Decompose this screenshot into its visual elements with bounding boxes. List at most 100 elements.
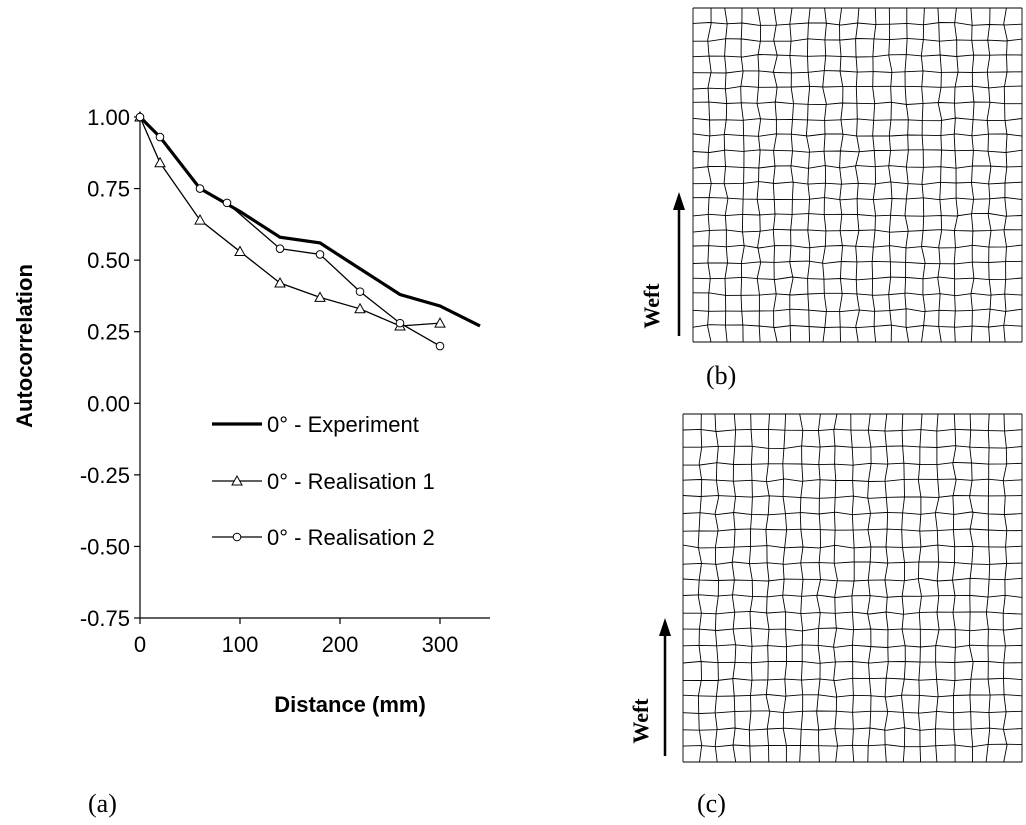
warp-line: [740, 7, 745, 343]
weft-line: [682, 677, 1023, 682]
weft-line: [692, 70, 1023, 74]
weft-line: [692, 228, 1023, 233]
warp-line: [1003, 7, 1008, 343]
legend-label: 0° - Experiment: [267, 412, 419, 437]
weft-line: [682, 561, 1023, 565]
weft-line: [692, 244, 1023, 249]
weft-line: [692, 149, 1023, 153]
warp-line: [816, 413, 821, 763]
warp-line: [731, 413, 737, 763]
warp-line: [765, 413, 771, 763]
weft-line: [682, 660, 1023, 664]
data-point: [222, 198, 232, 208]
weft-line: [682, 644, 1023, 648]
warp-line: [748, 413, 754, 763]
warp-line: [904, 8, 910, 343]
warp-line: [1002, 413, 1008, 763]
data-point: [135, 112, 145, 122]
legend-item: 0° - Realisation 2: [212, 525, 435, 550]
panel-label-a: (a): [88, 789, 117, 818]
warp-line: [888, 7, 893, 343]
weft-line: [692, 324, 1023, 329]
fabric-grid-c: [682, 413, 1023, 763]
weft-line: [692, 276, 1023, 281]
weft-line: [693, 37, 1023, 42]
weft-line: [682, 528, 1023, 532]
warp-line: [822, 7, 827, 343]
data-point: [274, 277, 286, 288]
series-3: [135, 112, 445, 351]
y-tick-label: 0.50: [87, 248, 130, 273]
legend-marker: [231, 474, 243, 486]
warp-line: [884, 413, 889, 763]
warp-line: [855, 7, 860, 343]
weft-line: [682, 495, 1023, 499]
autocorrelation-chart: 1.00 0.75 0.50 0.25 0.00 -0.25 -0.50 -0.75 0 100…: [12, 105, 490, 717]
data-point: [354, 302, 366, 314]
data-point: [314, 291, 326, 302]
data-point: [395, 318, 405, 328]
weft-label-b: Weft: [639, 283, 664, 329]
legend-item: 0° - Experiment: [212, 412, 419, 437]
weft-line: [692, 260, 1023, 265]
warp-line: [986, 7, 992, 343]
legend-label: 0° - Realisation 1: [267, 469, 435, 494]
weft-line: [682, 743, 1023, 748]
weft-line: [682, 577, 1023, 582]
weft-line: [692, 22, 1023, 26]
weft-line: [682, 627, 1023, 632]
series-line: [139, 116, 441, 347]
weft-arrow-b: [673, 192, 685, 336]
x-tick-label: 100: [222, 632, 259, 657]
x-tick-label: 200: [322, 632, 359, 657]
warp-line: [969, 413, 974, 763]
warp-line: [723, 7, 729, 343]
weft-line: [692, 117, 1023, 122]
weft-line: [682, 594, 1023, 598]
fabric-grid-b: [692, 7, 1023, 343]
data-point: [435, 341, 445, 351]
weft-line: [682, 461, 1023, 466]
warp-line: [871, 7, 877, 343]
x-tick-label: 0: [134, 632, 146, 657]
panel-label-c: (c): [697, 789, 726, 818]
weft-line: [683, 445, 1023, 449]
warp-line: [707, 7, 712, 343]
warp-line: [805, 7, 811, 343]
data-point: [355, 287, 365, 296]
warp-line: [833, 413, 838, 763]
series-line: [139, 116, 441, 327]
warp-line: [839, 7, 844, 343]
warp-line: [953, 7, 959, 343]
y-tick-label: 0.75: [87, 177, 130, 202]
data-point: [234, 245, 246, 257]
warp-line: [789, 7, 794, 343]
y-axis-title: Autocorrelation: [12, 264, 37, 428]
y-tick-label: -0.50: [80, 534, 130, 559]
weft-line: [682, 544, 1023, 549]
weft-line: [692, 101, 1022, 106]
weft-line: [683, 610, 1023, 615]
weft-line: [692, 181, 1023, 185]
warp-line: [772, 7, 778, 343]
weft-line: [682, 727, 1023, 731]
data-point: [155, 132, 165, 142]
warp-line: [937, 7, 943, 343]
warp-line: [985, 413, 991, 763]
warp-line: [782, 413, 788, 762]
warp-line: [901, 413, 906, 763]
warp-line: [970, 7, 975, 343]
y-tick-label: 0.00: [87, 391, 130, 416]
warp-line: [917, 413, 923, 763]
weft-line: [692, 133, 1023, 137]
weft-arrow-c: [659, 618, 671, 756]
warp-line: [920, 7, 926, 343]
weft-line: [682, 694, 1023, 698]
warp-line: [850, 413, 855, 763]
warp-line: [867, 413, 872, 763]
warp-line: [952, 413, 957, 762]
data-point: [275, 244, 285, 253]
warp-line: [714, 413, 720, 763]
weft-line: [692, 197, 1023, 201]
